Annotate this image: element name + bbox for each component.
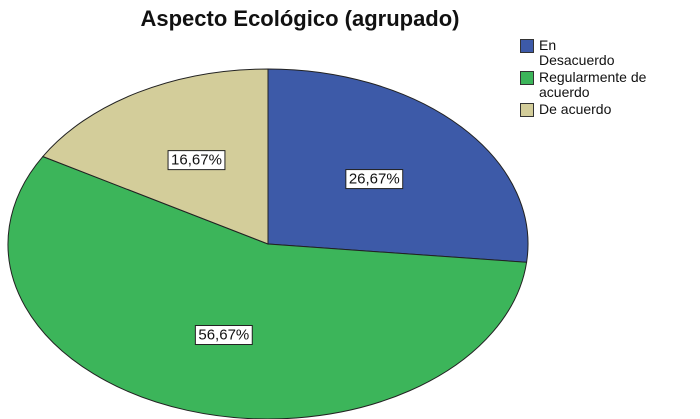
pie-slice [267,68,529,263]
legend-label: Regularmente de acuerdo [539,69,647,100]
label-box [167,150,226,171]
label-text: 16,67% [171,152,222,169]
data-label: 26,67% [345,169,404,190]
legend-swatch [520,71,534,85]
label-text: 56,67% [198,327,249,344]
legend-label: En Desacuerdo [539,37,615,68]
label-box [194,325,253,346]
label-box [345,169,404,190]
legend: En Desacuerdo Regularmente de acuerdo De a… [520,38,700,119]
data-label: 56,67% [194,325,253,346]
legend-swatch [520,103,534,117]
legend-swatch [520,39,534,53]
legend-item: En Desacuerdo [520,38,700,68]
data-label: 16,67% [167,150,226,171]
pie-slice [7,155,528,419]
legend-label: De acuerdo [539,101,612,117]
legend-item: Regularmente de acuerdo [520,70,700,100]
label-text: 26,67% [349,171,400,188]
chart-title: Aspecto Ecológico (agrupado) [140,6,459,31]
legend-item: De acuerdo [520,102,700,117]
pie-slice [41,68,269,245]
